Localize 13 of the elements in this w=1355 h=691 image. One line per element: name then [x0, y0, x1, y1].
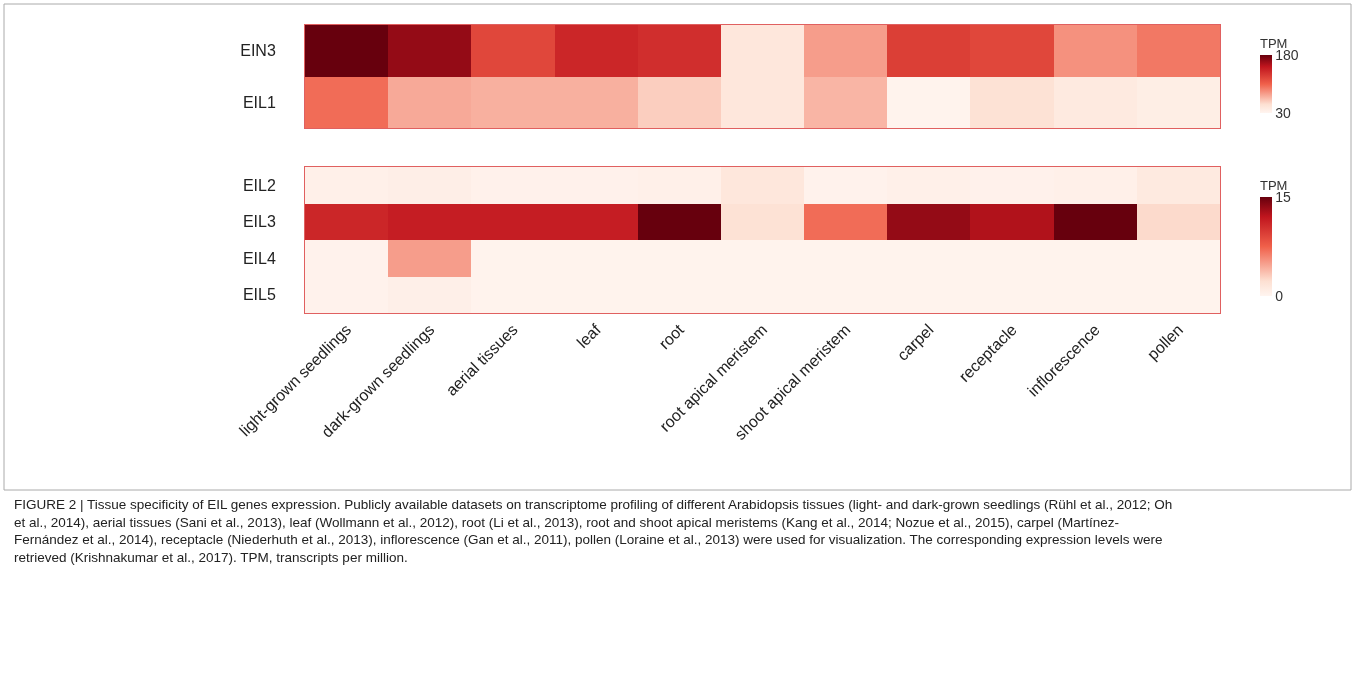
y-tick-label: EIL5 — [242, 286, 276, 304]
y-tick-label: EIN3 — [240, 42, 276, 60]
x-tick-label: leaf — [573, 320, 605, 352]
caption: FIGURE 2 | Tissue specificity of EIL genes expression. Publicly available datasets on transcriptome profiling of different Arabidopsis tissues (light- and dark-grown seedlings (Rühl et al., 2012; Oh et al., 2014), aerial tissues (Sani et al., 2013), leaf (Wollmann et al., 2012), root (Li et al., 2013), root and shoot apical meristems (Kang et al., 2014; Nozue et al., 2015), carpel (Martínez-Fernández et al., 2014), receptacle (Niederhuth et al., 2013), inflorescence (Gan et al., 2011), pollen (Loraine et al., 2013) were used for visualization. The corresponding expression levels were retrieved (Krishnakumar et al., 2017). TPM, transcripts per million. — [14, 497, 1173, 565]
color-bar-label: 30 — [1275, 104, 1292, 121]
color-bar-title: TPM — [1260, 35, 1288, 51]
y-tick-label: EIL2 — [242, 176, 276, 194]
y-tick-label: EIL3 — [242, 213, 276, 231]
color-bar-label: 0 — [1275, 287, 1284, 304]
y-tick-label: EIL1 — [242, 93, 276, 111]
y-tick-label: EIL4 — [242, 249, 276, 267]
x-tick-label: root — [655, 320, 688, 353]
color-bar-title: TPM — [1260, 177, 1288, 193]
